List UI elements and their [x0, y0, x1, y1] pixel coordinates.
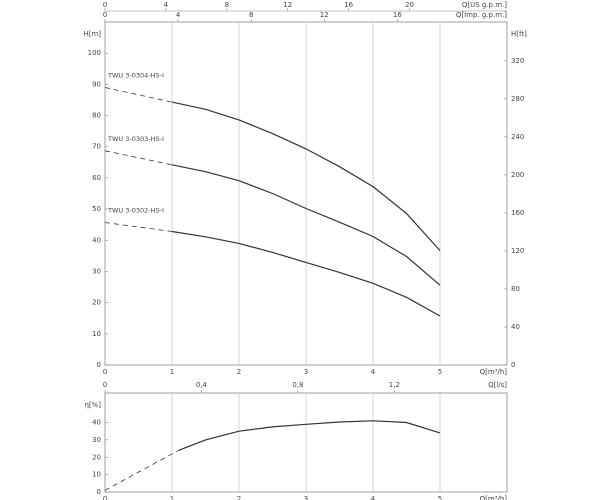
- y2-tick-label: 0: [511, 361, 515, 369]
- y-tick-label: 30: [92, 436, 101, 444]
- y2-tick-label: 160: [511, 209, 524, 217]
- y-tick-label: 100: [88, 49, 101, 57]
- y-tick-label: 90: [92, 80, 101, 88]
- top-axis-label: Q[US g.p.m.]: [462, 1, 507, 9]
- top-tick-label: 0: [103, 381, 107, 389]
- y-tick-label: 0: [97, 488, 101, 496]
- curve: [178, 420, 441, 451]
- y-axis-label: η[%]: [84, 401, 101, 409]
- curve: [104, 222, 173, 232]
- x-axis-label: Q[m³/h]: [480, 495, 508, 500]
- x-tick-label: 4: [371, 495, 376, 500]
- top-tick-label: 4: [164, 1, 169, 9]
- y-tick-label: 30: [92, 267, 101, 275]
- y-tick-label: 10: [92, 330, 101, 338]
- x-tick-label: 1: [170, 368, 174, 376]
- y2-tick-label: 280: [511, 95, 524, 103]
- y-tick-label: 50: [92, 205, 101, 213]
- y-tick-label: 40: [92, 419, 101, 427]
- top-tick-label: 0: [103, 11, 107, 19]
- x-tick-label: 5: [438, 495, 442, 500]
- x-tick-label: 4: [371, 368, 376, 376]
- top-tick-label: 16: [344, 1, 353, 9]
- x-tick-label: 3: [304, 495, 308, 500]
- top-tick-label: 8: [225, 1, 229, 9]
- top-tick-label: 20: [405, 1, 414, 9]
- x-tick-label: 0: [103, 368, 107, 376]
- x-tick-label: 0: [103, 495, 107, 500]
- top-tick-label: 16: [393, 11, 402, 19]
- curve-label: TWU 3-0303-HS-I: [107, 135, 164, 143]
- top-tick-label: 0,4: [196, 381, 208, 389]
- y-tick-label: 20: [92, 453, 101, 461]
- y-tick-label: 20: [92, 299, 101, 307]
- y-tick-label: 60: [92, 174, 101, 182]
- top-axis-label: Q[l/s]: [488, 381, 507, 389]
- top-tick-label: 0,8: [292, 381, 303, 389]
- x-tick-label: 5: [438, 368, 442, 376]
- y-tick-label: 10: [92, 471, 101, 479]
- y2-tick-label: 40: [511, 323, 520, 331]
- x-tick-label: 3: [304, 368, 308, 376]
- curve: [104, 150, 173, 166]
- y2-axis-label: H[ft]: [511, 30, 527, 38]
- y-tick-label: 40: [92, 236, 101, 244]
- curve: [104, 449, 179, 491]
- top-tick-label: 12: [283, 1, 292, 9]
- y-tick-label: 0: [97, 361, 101, 369]
- curve-label: TWU 3-0302-HS-I: [107, 206, 164, 214]
- y-axis-label: H[m]: [83, 30, 101, 38]
- curve: [104, 87, 173, 103]
- y2-tick-label: 80: [511, 285, 520, 293]
- x-tick-label: 2: [237, 368, 241, 376]
- top-axis-label: Q[Imp. g.p.m.]: [456, 11, 507, 19]
- y-tick-label: 80: [92, 112, 101, 120]
- x-tick-label: 2: [237, 495, 241, 500]
- top-tick-label: 1,2: [389, 381, 400, 389]
- y2-tick-label: 200: [511, 171, 524, 179]
- y-tick-label: 70: [92, 143, 101, 151]
- curve: [171, 164, 441, 286]
- top-tick-label: 12: [320, 11, 329, 19]
- x-tick-label: 1: [170, 495, 174, 500]
- curve: [171, 101, 441, 252]
- top-tick-label: 8: [249, 11, 253, 19]
- x-axis-label: Q[m³/h]: [480, 368, 508, 376]
- y2-tick-label: 120: [511, 247, 524, 255]
- y2-tick-label: 240: [511, 133, 524, 141]
- curve: [171, 230, 441, 317]
- curve-label: TWU 3-0304-HS-I: [107, 71, 164, 79]
- y2-tick-label: 320: [511, 57, 524, 65]
- top-tick-label: 0: [103, 1, 107, 9]
- top-tick-label: 4: [176, 11, 181, 19]
